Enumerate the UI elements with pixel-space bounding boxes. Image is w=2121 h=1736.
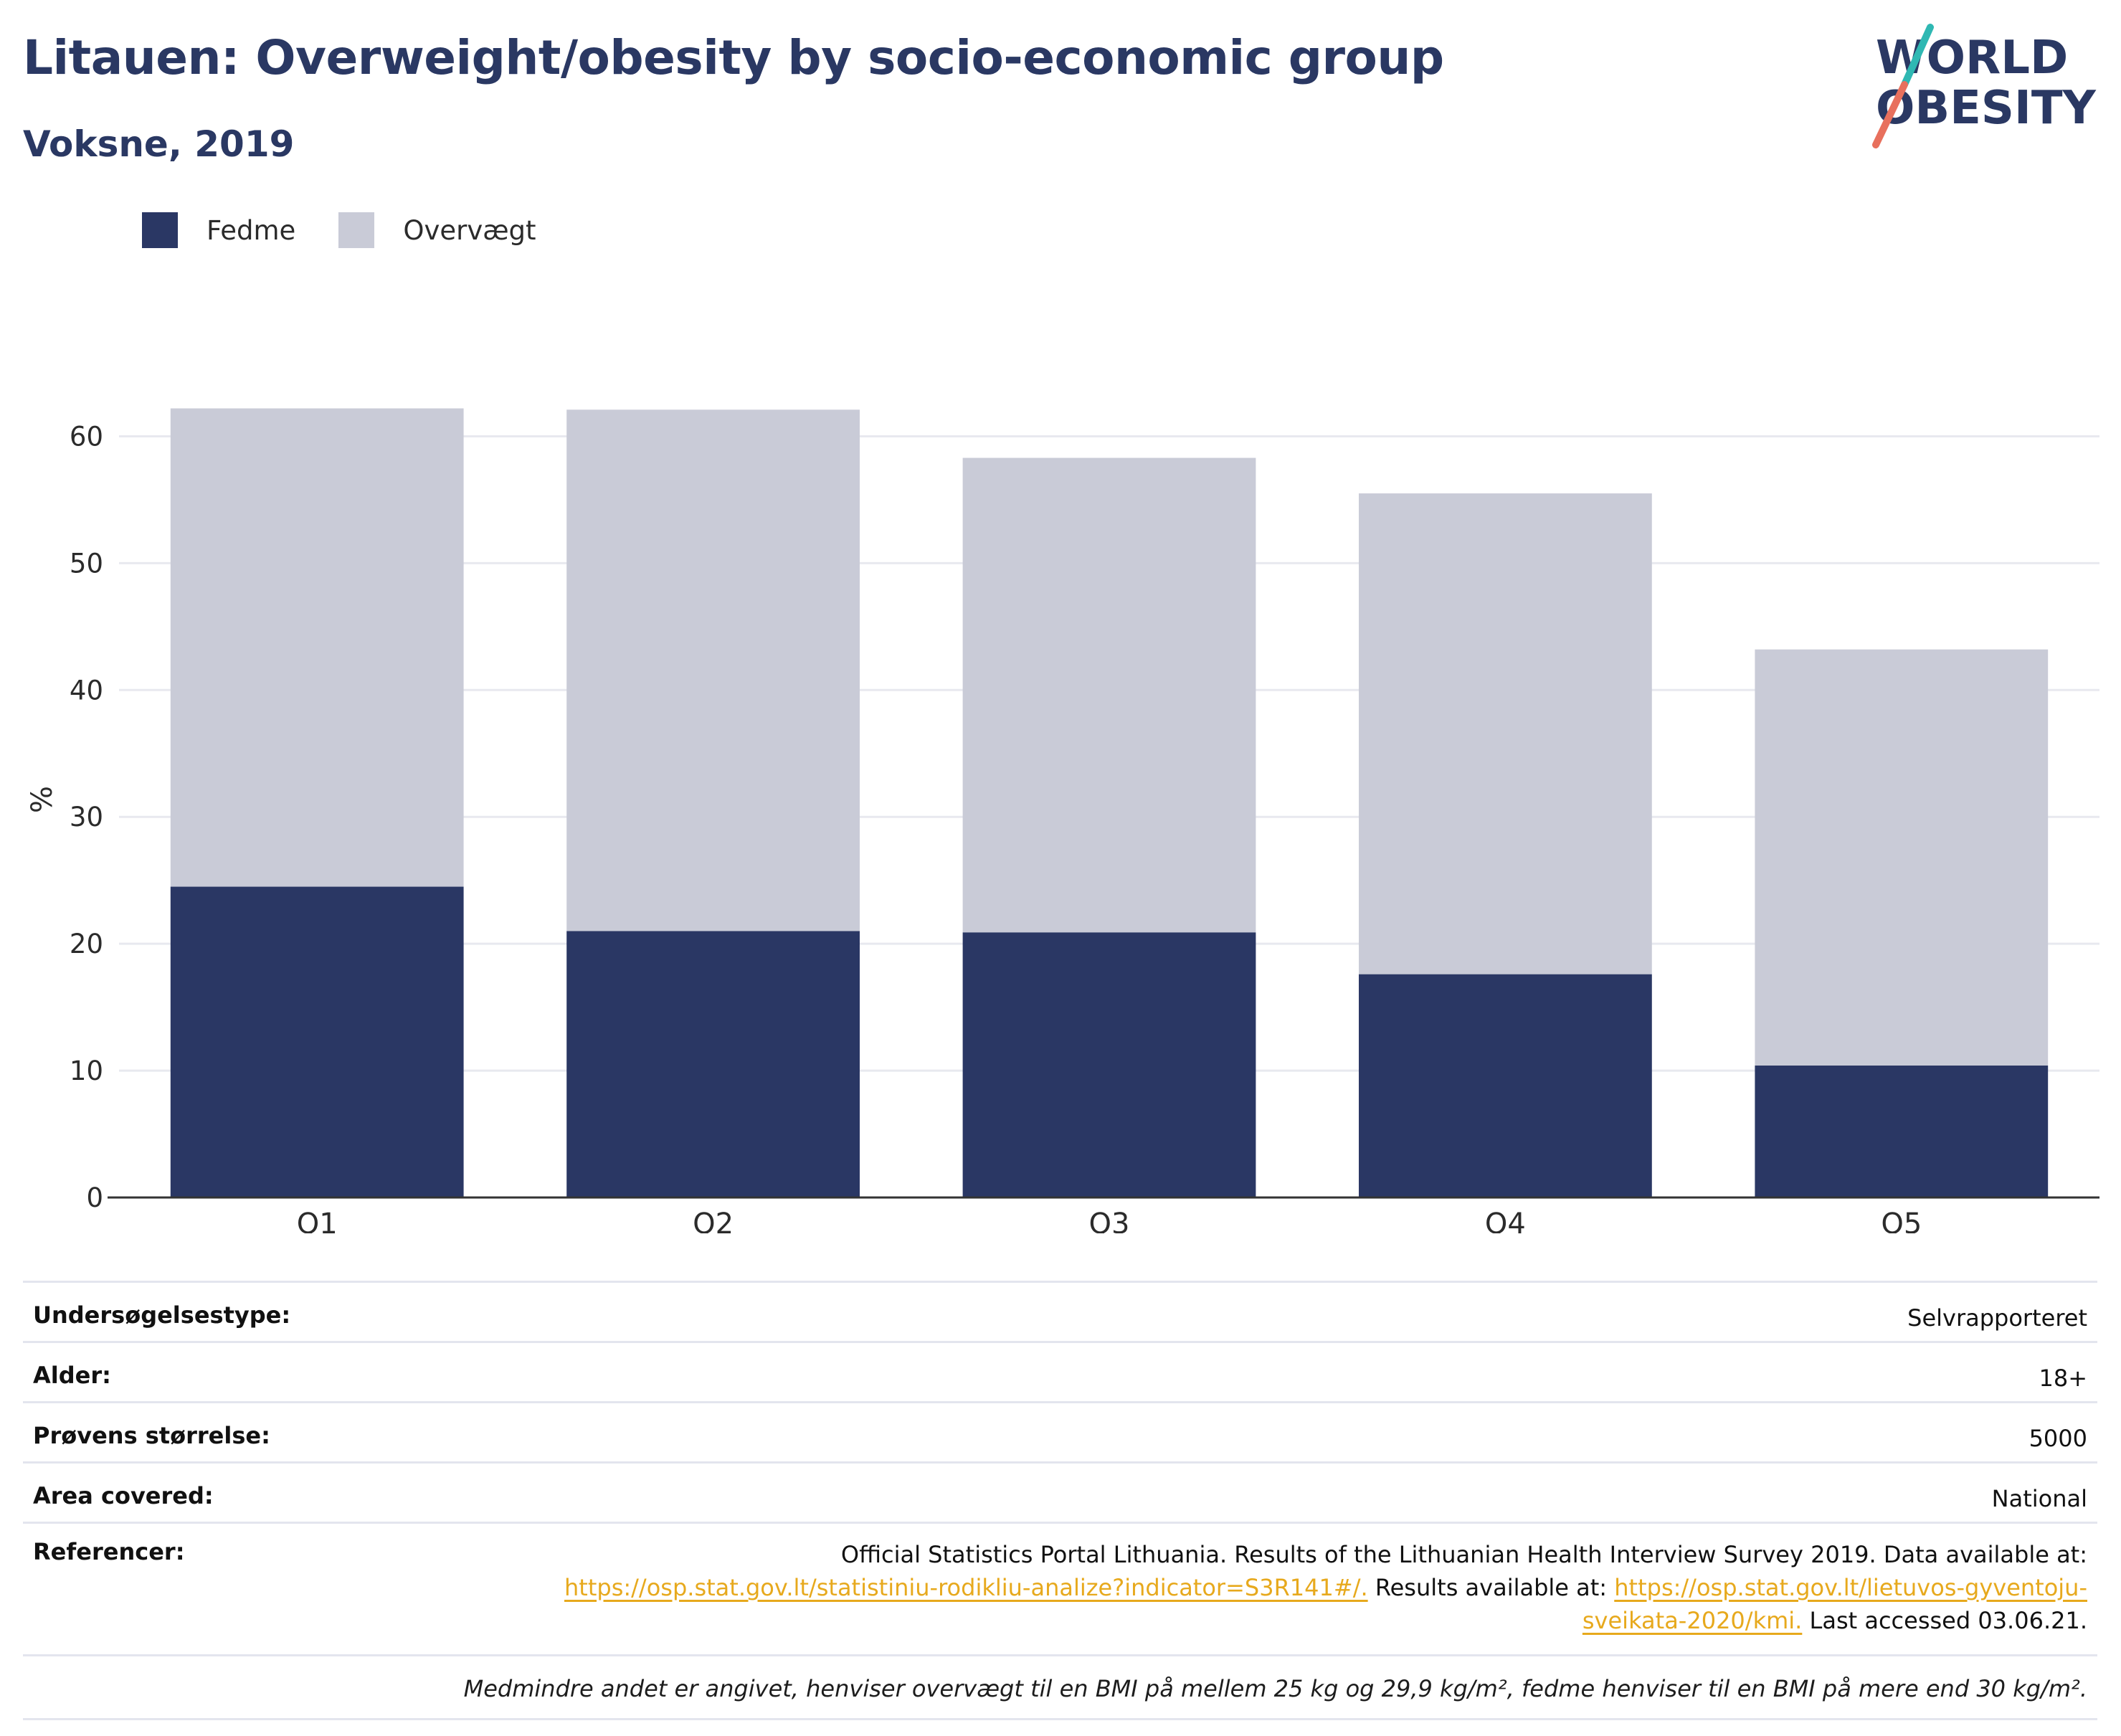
bar-fedme-q4 xyxy=(1359,974,1652,1197)
y-tick-label: 20 xyxy=(70,929,103,959)
x-tick-label: Q1 xyxy=(297,1208,338,1233)
legend-swatch-overvaegt xyxy=(338,212,375,248)
sample-size-label: Prøvens størrelse: xyxy=(33,1422,270,1449)
survey-type-value: Selvrapporteret xyxy=(1907,1304,2087,1332)
survey-type-label: Undersøgelsestype: xyxy=(33,1301,291,1329)
legend-swatch-fedme xyxy=(142,212,178,248)
age-row: Alder: 18+ xyxy=(23,1341,2097,1401)
area-covered-label: Area covered: xyxy=(33,1482,214,1509)
references-label: Referencer: xyxy=(33,1538,185,1565)
age-value: 18+ xyxy=(2039,1365,2087,1392)
chart-legend: Fedme Overvægt xyxy=(142,212,579,248)
x-tick-label: Q2 xyxy=(693,1208,734,1233)
footnote-row: Medmindre andet er angivet, henviser ove… xyxy=(23,1654,2097,1720)
survey-type-row: Undersøgelsestype: Selvrapporteret xyxy=(23,1281,2097,1341)
y-tick-label: 10 xyxy=(70,1056,103,1086)
x-tick-label: Q3 xyxy=(1089,1208,1130,1233)
x-tick-label: Q4 xyxy=(1485,1208,1526,1233)
y-tick-label: 50 xyxy=(70,548,103,579)
bar-fedme-q5 xyxy=(1755,1066,2049,1197)
legend-item-fedme[interactable]: Fedme xyxy=(142,212,295,248)
bar-overvaegt-q4 xyxy=(1359,493,1652,974)
bar-overvaegt-q5 xyxy=(1755,649,2049,1066)
references-value: Official Statistics Portal Lithuania. Re… xyxy=(546,1538,2087,1637)
legend-label-overvaegt: Overvægt xyxy=(403,214,536,246)
y-tick-label: 60 xyxy=(70,421,103,452)
bar-overvaegt-q3 xyxy=(962,457,1256,933)
y-tick-label: 30 xyxy=(70,802,103,833)
age-label: Alder: xyxy=(33,1362,111,1389)
area-covered-value: National xyxy=(1991,1485,2087,1512)
bmi-footnote: Medmindre andet er angivet, henviser ove… xyxy=(463,1675,2087,1702)
y-tick-label: 0 xyxy=(86,1182,103,1213)
sample-size-value: 5000 xyxy=(2029,1425,2087,1452)
bar-fedme-q3 xyxy=(962,932,1256,1197)
chart-title: Litauen: Overweight/obesity by socio-eco… xyxy=(23,30,1444,85)
bar-fedme-q2 xyxy=(566,931,860,1197)
references-row: Referencer: Official Statistics Portal L… xyxy=(23,1522,2097,1654)
sample-size-row: Prøvens størrelse: 5000 xyxy=(23,1401,2097,1461)
reference-text-3: Last accessed 03.06.21. xyxy=(1802,1607,2088,1634)
reference-link-1[interactable]: https://osp.stat.gov.lt/statistiniu-rodi… xyxy=(564,1574,1368,1601)
reference-text-1: Official Statistics Portal Lithuania. Re… xyxy=(840,1541,2087,1568)
bar-overvaegt-q2 xyxy=(566,409,860,931)
bar-fedme-q1 xyxy=(170,886,464,1197)
stacked-bar-chart: 0 10 20 30 40 50 60 Q1 Q2 Q3 Q4 Q5% xyxy=(26,408,2099,1233)
survey-info-table: Undersøgelsestype: Selvrapporteret Alder… xyxy=(23,1281,2097,1720)
chart-subtitle: Voksne, 2019 xyxy=(23,123,295,165)
x-tick-label: Q5 xyxy=(1881,1208,1922,1233)
y-tick-label: 40 xyxy=(70,675,103,706)
reference-link-2[interactable]: https://osp.stat.gov.lt/lietuvos-gyvento… xyxy=(1582,1574,2087,1634)
bar-overvaegt-q1 xyxy=(170,408,464,887)
reference-text-2: Results available at: xyxy=(1367,1574,1615,1601)
legend-item-overvaegt[interactable]: Overvægt xyxy=(338,212,536,248)
world-obesity-logo: WORLD OBESITY xyxy=(1872,24,2096,148)
y-axis-label: % xyxy=(26,786,59,813)
logo-text-obesity: OBESITY xyxy=(1876,82,2096,135)
legend-label-fedme: Fedme xyxy=(207,214,296,246)
area-covered-row: Area covered: National xyxy=(23,1461,2097,1522)
